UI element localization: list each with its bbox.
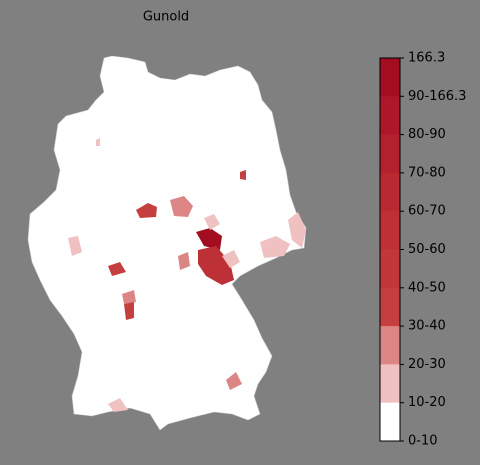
colorbar-label: 60-70 [408, 204, 446, 219]
germany-map [27, 55, 307, 431]
colorbar-segment [380, 364, 400, 404]
map-title: Gunold [143, 10, 189, 25]
colorbar-segment [380, 402, 400, 442]
colorbar-segment [380, 58, 400, 97]
region [108, 398, 128, 412]
region [198, 246, 234, 285]
colorbar-segment [380, 172, 400, 212]
colorbar-segment [380, 96, 400, 136]
colorbar-label: 80-90 [408, 127, 446, 142]
colorbar-segment [380, 287, 400, 327]
colorbar: 166.3 90-166.3 80-90 70-80 60-70 50-60 40-50 30… [379, 51, 466, 449]
region [96, 138, 100, 146]
region [178, 252, 190, 270]
colorbar-label: 40-50 [408, 280, 446, 295]
country-outline [27, 55, 307, 431]
colorbar-label: 166.3 [408, 51, 445, 66]
colorbar-label: 50-60 [408, 242, 446, 257]
region [204, 214, 220, 230]
region [226, 372, 242, 390]
region [222, 250, 240, 268]
colorbar-segment [380, 249, 400, 289]
colorbar-label: 0-10 [408, 434, 438, 449]
region [124, 302, 134, 320]
region [68, 236, 82, 256]
region [170, 196, 193, 217]
colorbar-label: 20-30 [408, 357, 446, 372]
colorbar-label: 10-20 [408, 395, 446, 410]
colorbar-segment [380, 211, 400, 250]
colorbar-segment [380, 134, 400, 174]
colorbar-segment [380, 326, 400, 365]
region [196, 228, 222, 250]
region [260, 236, 290, 258]
region [108, 262, 126, 276]
region [240, 170, 246, 180]
colorbar-label: 30-40 [408, 319, 446, 334]
region [122, 290, 136, 304]
colorbar-label: 70-80 [408, 165, 446, 180]
region [136, 203, 157, 218]
colorbar-label: 90-166.3 [408, 89, 466, 104]
region [288, 212, 306, 248]
